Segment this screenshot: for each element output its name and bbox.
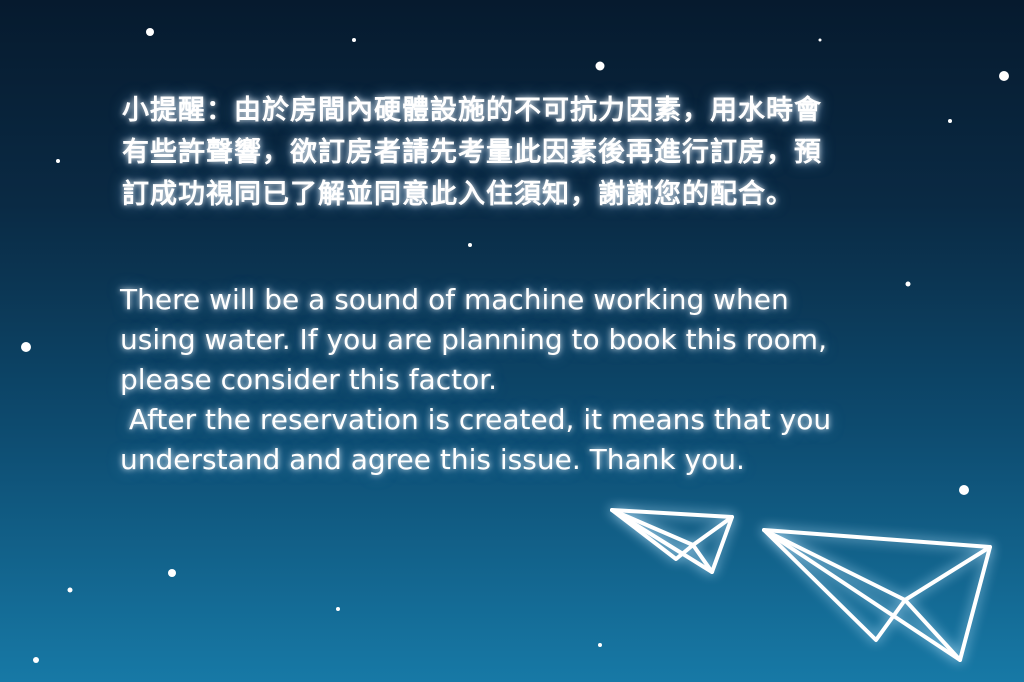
- star: [67, 587, 73, 593]
- star: [56, 159, 60, 163]
- star: [595, 61, 605, 71]
- star: [33, 657, 39, 663]
- star: [21, 342, 31, 352]
- notice-chinese-text: 小提醒：由於房間內硬體設施的不可抗力因素，用水時會有些許聲響，欲訂房者請先考量此…: [122, 95, 822, 210]
- star: [168, 569, 176, 577]
- paper-plane-small-icon: [610, 508, 734, 574]
- star: [905, 281, 911, 287]
- star: [818, 38, 822, 42]
- star: [336, 607, 340, 611]
- star: [999, 71, 1009, 81]
- star: [468, 243, 472, 247]
- star: [598, 643, 602, 647]
- star: [352, 38, 356, 42]
- notice-english-text: There will be a sound of machine working…: [120, 283, 832, 476]
- star: [948, 119, 952, 123]
- paper-plane-large-icon: [762, 528, 992, 662]
- star: [959, 485, 969, 495]
- star: [146, 28, 154, 36]
